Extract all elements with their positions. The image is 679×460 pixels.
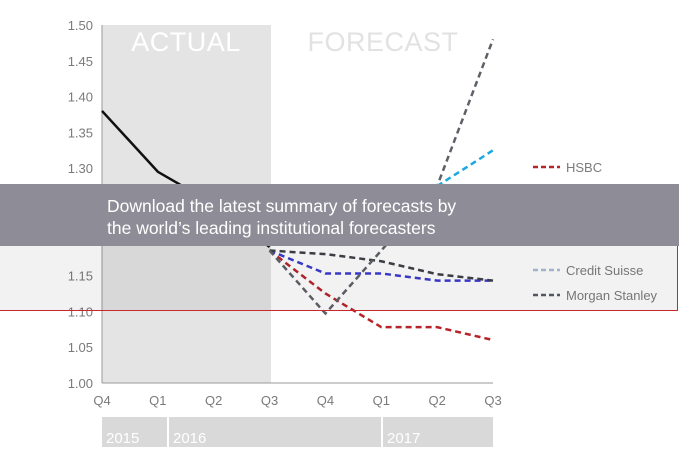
x-tick-label: Q3 [261,393,278,408]
legend: HSBC Credit Suisse Morgan Stanley [533,160,658,303]
highlight-overlay[interactable] [0,246,678,311]
y-tick-label: 1.35 [68,125,93,140]
y-tick-label: 1.15 [68,269,93,284]
legend-label-morgan-stanley: Morgan Stanley [566,288,658,303]
y-tick-label: 1.00 [68,376,93,391]
y-axis-ticks: 1.001.051.101.151.201.251.301.351.401.45… [68,18,93,391]
y-tick-label: 1.30 [68,161,93,176]
y-tick-label: 1.40 [68,90,93,105]
year-label-2017: 2017 [387,430,420,447]
year-label-2015: 2015 [106,430,139,447]
x-tick-label: Q1 [149,393,166,408]
banner-text-line-1: Download the latest summary of forecasts… [107,196,457,216]
year-cell-2016 [169,417,381,447]
legend-item-hsbc[interactable]: HSBC [533,160,602,175]
legend-item-credit-suisse[interactable]: Credit Suisse [533,263,643,278]
series-line-3 [269,249,494,282]
x-tick-label: Q4 [93,393,110,408]
year-cell-2017 [383,417,493,447]
year-label-2016: 2016 [173,430,206,447]
x-tick-label: Q2 [205,393,222,408]
x-tick-label: Q2 [428,393,445,408]
actual-band-label: ACTUAL [131,27,241,57]
x-axis-ticks: Q4 Q1 Q2 Q3 Q4 Q1 Q2 Q3 [93,393,501,408]
forecast-band-label: FORECAST [307,27,458,57]
x-tick-label: Q1 [373,393,390,408]
legend-label-credit-suisse: Credit Suisse [566,263,643,278]
year-cell-2015 [102,417,167,447]
y-tick-label: 1.50 [68,18,93,33]
series-line-1 [268,249,494,342]
legend-label-hsbc: HSBC [566,160,602,175]
series-line-2 [269,249,493,282]
legend-item-morgan-stanley[interactable]: Morgan Stanley [533,288,658,303]
y-tick-label: 1.45 [68,54,93,69]
download-banner[interactable]: Download the latest summary of forecasts… [0,184,679,246]
series-line-5 [436,149,494,188]
banner-text-line-2: the world’s leading institutional foreca… [107,218,436,238]
y-tick-label: 1.10 [68,304,93,319]
y-tick-label: 1.05 [68,340,93,355]
x-tick-label: Q3 [484,393,501,408]
x-tick-label: Q4 [317,393,334,408]
